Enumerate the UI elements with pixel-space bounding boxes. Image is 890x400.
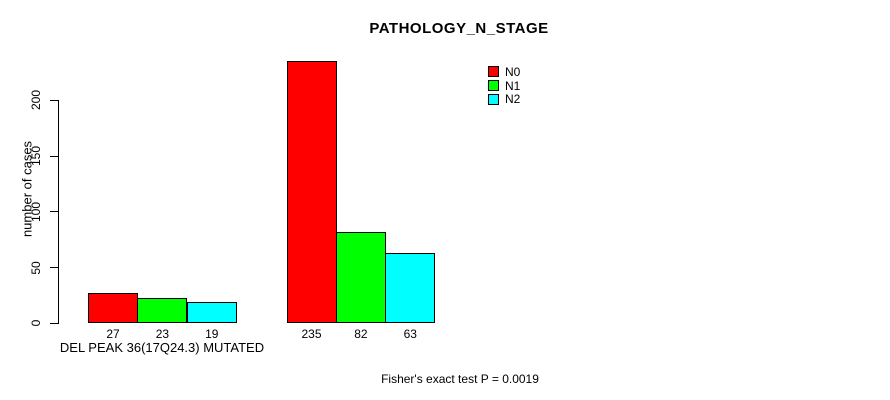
legend-label: N2 — [505, 92, 521, 107]
footnote: Fisher's exact test P = 0.0019 — [381, 372, 539, 386]
bar-value-label: 63 — [403, 327, 417, 341]
y-tick-label: 150 — [29, 146, 43, 167]
x-axis-label: DEL PEAK 36(17Q24.3) MUTATED — [59, 340, 265, 355]
legend-swatch-n1 — [488, 80, 499, 92]
y-tick-label: 100 — [29, 201, 43, 222]
y-tick — [50, 155, 58, 157]
legend-row-n0: N0 — [488, 65, 520, 79]
bar-n2-group1 — [186, 302, 237, 324]
bar-value-label: 19 — [205, 327, 219, 341]
bar-n0-group1 — [88, 293, 138, 324]
y-tick-label: 0 — [29, 319, 43, 327]
y-tick — [50, 322, 58, 324]
bar-n0-group2 — [286, 61, 337, 324]
y-tick — [50, 211, 58, 213]
legend-swatch-n0 — [488, 66, 499, 78]
legend-row-n1: N1 — [488, 79, 520, 93]
bar-n2-group2 — [385, 253, 436, 324]
legend-swatch-n2 — [488, 93, 499, 105]
y-axis-line — [58, 100, 59, 324]
bar-value-label: 235 — [301, 327, 322, 341]
y-tick-label: 50 — [29, 260, 43, 275]
bar-n1-group2 — [335, 231, 386, 324]
bar-n1-group1 — [137, 297, 188, 324]
bar-value-label: 23 — [155, 327, 170, 341]
bar-value-label: 27 — [106, 327, 120, 341]
y-tick — [50, 99, 58, 101]
y-tick — [50, 267, 58, 269]
y-tick-label: 200 — [29, 90, 43, 111]
legend-row-n2: N2 — [488, 92, 520, 106]
legend-label: N0 — [505, 64, 521, 79]
legend: N0 N1 N2 — [488, 65, 520, 106]
chart-title: PATHOLOGY_N_STAGE — [369, 20, 549, 37]
bar-value-label: 82 — [354, 327, 368, 341]
legend-label: N1 — [505, 78, 521, 93]
